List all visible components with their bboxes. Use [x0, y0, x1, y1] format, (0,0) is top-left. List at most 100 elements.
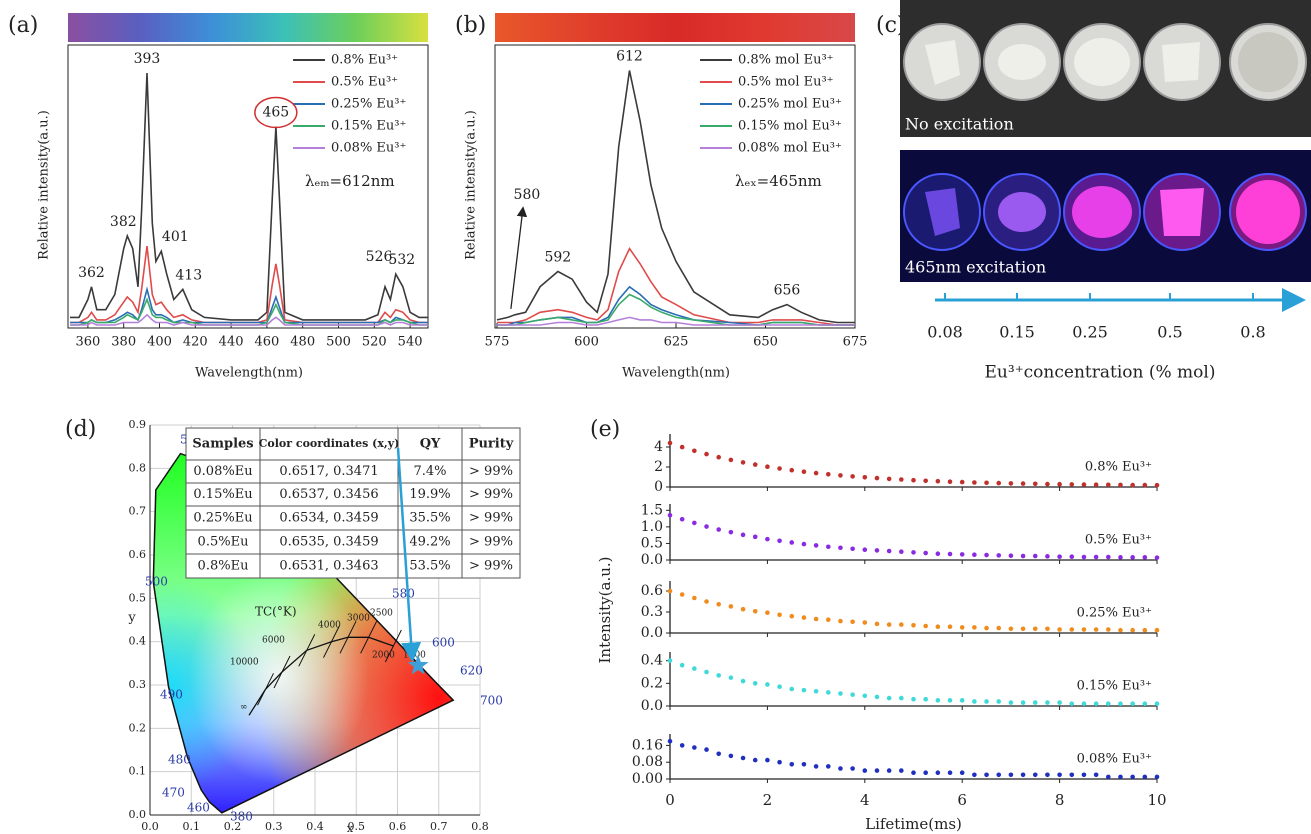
decay-point [765, 682, 770, 687]
x-tick-label: 575 [485, 335, 510, 350]
wavelength-label: 500 [145, 575, 168, 589]
x-axis-label: Wavelength(nm) [195, 366, 303, 381]
decay-point [972, 625, 977, 630]
decay-point [765, 610, 770, 615]
decay-point [984, 772, 989, 778]
decay-point [716, 527, 721, 532]
isotherm [384, 629, 402, 663]
decay-point [1093, 482, 1099, 488]
decay-point [777, 759, 782, 765]
decay-point [1008, 700, 1014, 705]
decay-point [1045, 626, 1050, 632]
decay-point [959, 770, 965, 775]
decay-point [899, 768, 904, 773]
x-tick-label: 460 [254, 335, 279, 350]
decay-point [984, 480, 989, 486]
y-tick-label: 0.5 [129, 591, 147, 604]
y-axis-label: y [127, 611, 136, 626]
table-cell: 19.9% [409, 487, 450, 502]
decay-point [1069, 482, 1075, 487]
decay-point [984, 552, 989, 558]
decay-point [923, 696, 928, 702]
decay-point [838, 766, 843, 771]
decay-point [1142, 627, 1148, 633]
decay-point [850, 766, 855, 771]
planckian-locus [248, 636, 394, 716]
decay-point [862, 693, 868, 699]
decay-point [935, 478, 941, 484]
decay-point [667, 658, 673, 663]
isotherm [339, 621, 357, 654]
decay-point [667, 738, 673, 744]
cct-label: 6000 [262, 636, 285, 646]
decay-point [813, 688, 819, 694]
decay-point [667, 588, 673, 594]
y-tick-label: 0.3 [641, 604, 663, 620]
decay-point [911, 477, 916, 483]
decay-point [752, 462, 758, 467]
decay-point [789, 686, 795, 692]
decay-point [740, 755, 746, 761]
decay-point [1008, 772, 1014, 778]
decay-point [1106, 554, 1111, 560]
series-label: 0.08% Eu³⁺ [1077, 752, 1152, 767]
spectrum-line [497, 316, 855, 326]
cct-label: 4000 [318, 621, 341, 631]
y-tick-label: 0 [654, 479, 663, 495]
cct-label: TC(°K) [255, 605, 297, 619]
decay-point [692, 520, 697, 526]
sample-pieces [925, 32, 1298, 92]
table-cell: 0.5%Eu [198, 535, 249, 550]
decay-point [923, 623, 928, 629]
scale-tick-label: 0.5 [1157, 323, 1182, 342]
x-tick-label: 675 [843, 335, 868, 350]
table-cell: 0.6534, 0.3459 [279, 511, 378, 526]
decay-point [886, 695, 892, 701]
legend-label: 0.5% mol Eu³⁺ [738, 75, 834, 90]
wavelength-label: 380 [230, 810, 253, 824]
wavelength-label: 620 [460, 664, 483, 678]
decay-point [996, 553, 1002, 558]
decay-point [838, 691, 843, 696]
decay-point [1130, 774, 1135, 780]
isotherm [257, 673, 274, 706]
decay-point [740, 460, 746, 465]
decay-point [716, 673, 721, 678]
x-tick-label: 2 [763, 791, 773, 809]
isotherm [273, 655, 291, 689]
decay-point [1142, 555, 1148, 560]
table-header: Purity [469, 437, 514, 452]
y-tick-label: 0.00 [632, 771, 663, 787]
decay-point [1093, 554, 1099, 560]
y-tick-label: 0.4 [641, 653, 663, 669]
decay-point [850, 619, 855, 625]
decay-point [1118, 627, 1123, 633]
decay-point [972, 772, 977, 778]
pointer-arrow [396, 447, 422, 663]
decay-point [1020, 481, 1026, 486]
cct-label: 10000 [230, 658, 259, 668]
x-tick-label: 600 [574, 335, 599, 350]
decay-point [923, 478, 928, 484]
decay-point [996, 625, 1002, 631]
series-label: 0.8% Eu³⁺ [1085, 460, 1152, 475]
scale-tick-label: 0.08 [927, 323, 963, 342]
color-point [407, 654, 429, 675]
decay-point [1057, 554, 1062, 559]
x-tick-label: 0.4 [306, 820, 324, 833]
peak-label: 362 [78, 265, 105, 281]
decay-point [947, 624, 953, 629]
decay-point [728, 675, 734, 680]
wavelength-label: 480 [168, 753, 191, 767]
decay-point [1008, 481, 1014, 486]
legend-label: 0.5% Eu³⁺ [331, 75, 398, 90]
photo-caption: No excitation [905, 115, 1014, 134]
y-tick-label: 1.0 [641, 519, 663, 535]
decay-point [1032, 772, 1038, 778]
x-tick-label: 0.7 [430, 820, 448, 833]
decay-point [972, 552, 977, 557]
peak-label: 612 [616, 48, 643, 64]
decay-point [728, 529, 734, 535]
decay-point [1045, 554, 1050, 559]
spectrum-line [70, 297, 428, 326]
